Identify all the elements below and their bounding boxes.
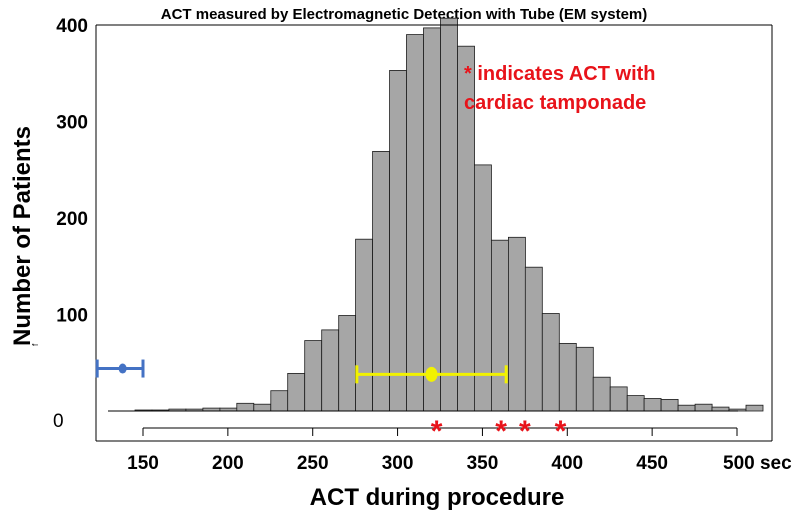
- tamponade-marker: *: [555, 415, 567, 448]
- histogram-bars: [134, 17, 764, 412]
- histogram-bar: [372, 150, 391, 412]
- histogram-bar: [745, 404, 764, 412]
- histogram-bar: [524, 266, 543, 412]
- y-tick-label: 100: [56, 306, 88, 327]
- tamponade-marker: *: [431, 415, 443, 448]
- y-tick-label: 300: [56, 113, 88, 134]
- histogram-bar: [338, 315, 357, 412]
- histogram-bar: [643, 398, 662, 412]
- y-tick-label-zero: 0: [53, 411, 64, 432]
- tamponade-marker: *: [495, 415, 507, 448]
- x-tick-label: 350: [467, 453, 499, 474]
- histogram-bar: [389, 70, 408, 412]
- y-tick-label: 200: [56, 209, 88, 230]
- histogram-bar: [355, 238, 374, 412]
- histogram-bar: [626, 395, 645, 412]
- plot-frame: [95, 24, 773, 442]
- histogram-bar: [677, 404, 696, 412]
- histogram-bar: [270, 390, 289, 412]
- mean-range-mean-dot: [425, 366, 438, 382]
- histogram-bar: [490, 239, 509, 412]
- histogram-bar: [558, 342, 577, 412]
- annotation-line-1: * indicates ACT with: [464, 63, 656, 85]
- histogram-bar: [304, 340, 323, 412]
- histogram-bar: [660, 398, 679, 412]
- x-tick-label: 300: [382, 453, 414, 474]
- y-axis-stray-mark: f: [31, 343, 40, 346]
- histogram-bar: [711, 406, 730, 412]
- histogram-bar: [287, 372, 306, 412]
- x-tick-label: 150: [127, 453, 159, 474]
- histogram-bar: [575, 346, 594, 412]
- y-axis: 100 200 300 400 0: [53, 16, 88, 432]
- range-markers: [95, 359, 508, 384]
- x-axis-title: ACT during procedure: [310, 484, 565, 511]
- reference-range-mean-dot: [118, 363, 127, 374]
- tamponade-marker: *: [519, 415, 531, 448]
- histogram-bar: [253, 403, 272, 412]
- x-tick-label: 400: [551, 453, 583, 474]
- x-tick-label: 450: [636, 453, 668, 474]
- histogram-bar: [406, 34, 424, 412]
- x-tick-label: 500 sec: [723, 453, 792, 474]
- histogram-bar: [236, 402, 255, 412]
- y-axis-title: Number of Patients: [9, 126, 36, 346]
- chart-title: ACT measured by Electromagnetic Detectio…: [161, 6, 648, 23]
- histogram-bar: [541, 313, 560, 412]
- histogram-bar: [507, 236, 526, 412]
- histogram-bar: [592, 376, 611, 412]
- histogram-bar: [321, 329, 340, 412]
- annotation-line-2: cardiac tamponade: [464, 92, 646, 114]
- histogram-bar: [609, 386, 628, 412]
- x-axis: 150 200 250 300 350 400 450 500 sec: [127, 427, 792, 474]
- histogram-bar: [440, 17, 458, 412]
- tamponade-markers: * * * *: [431, 415, 567, 448]
- x-tick-label: 200: [212, 453, 244, 474]
- histogram-bar: [423, 27, 441, 412]
- y-tick-label: 400: [56, 16, 88, 37]
- histogram-bar: [694, 403, 713, 412]
- x-tick-label: 250: [297, 453, 329, 474]
